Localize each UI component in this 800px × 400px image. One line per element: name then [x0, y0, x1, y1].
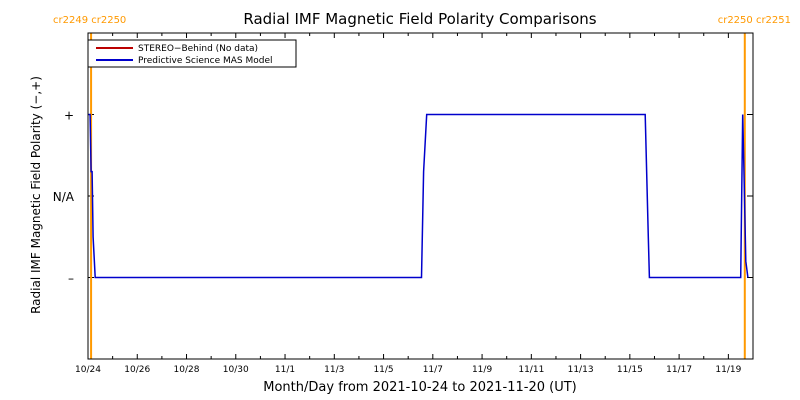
marker-label-right: cr2250 cr2251 — [718, 15, 791, 26]
x-tick-label: 11/5 — [373, 365, 393, 375]
chart-title: Radial IMF Magnetic Field Polarity Compa… — [243, 10, 596, 28]
x-tick-label: 11/13 — [568, 365, 594, 375]
x-tick-label: 10/30 — [223, 365, 249, 375]
series-line-mas-model — [88, 113, 749, 279]
x-axis-label: Month/Day from 2021-10-24 to 2021-11-20 … — [263, 380, 576, 395]
x-tick-label: 11/11 — [518, 365, 544, 375]
x-tick-label: 11/3 — [324, 365, 344, 375]
plot-frame — [87, 32, 754, 360]
x-tick-label: 10/24 — [75, 365, 101, 375]
x-tick-label: 11/9 — [472, 365, 492, 375]
x-tick-label: 10/28 — [174, 365, 200, 375]
x-tick-label: 10/26 — [124, 365, 150, 375]
legend-box — [87, 39, 297, 68]
y-axis-label: Radial IMF Magnetic Field Polarity (−,+) — [29, 76, 43, 314]
y-tick-label: + — [64, 109, 74, 123]
legend-label-mas-model: Predictive Science MAS Model — [138, 56, 273, 66]
legend-label-stereo: STEREO−Behind (No data) — [138, 44, 258, 54]
x-tick-label: 11/1 — [275, 365, 295, 375]
y-tick-label: – — [68, 272, 74, 286]
x-tick-label: 11/17 — [666, 365, 692, 375]
x-tick-label: 11/15 — [617, 365, 643, 375]
x-tick-label: 11/7 — [423, 365, 443, 375]
chart-marks: 10/24 10/26 10/28 10/30 11/1 11/3 11/5 11/7 11/9… — [53, 33, 754, 375]
y-tick-label: N/A — [53, 190, 75, 204]
legend: STEREO−Behind (No data) Predictive Scien… — [87, 39, 297, 68]
x-tick-label: 11/19 — [715, 365, 741, 375]
marker-label-left: cr2249 cr2250 — [53, 15, 126, 26]
